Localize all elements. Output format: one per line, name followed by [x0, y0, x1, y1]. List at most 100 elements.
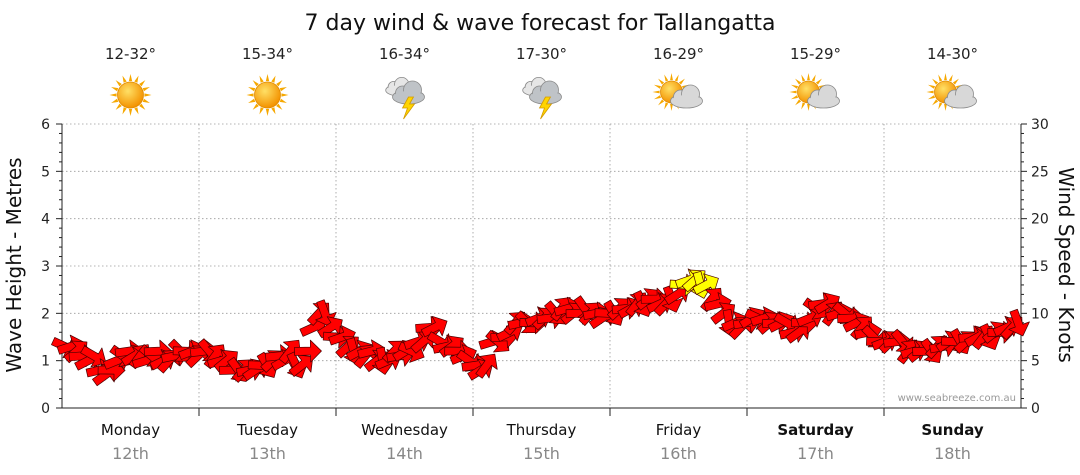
sun-ray — [115, 103, 122, 110]
sun-ray — [790, 95, 799, 100]
sun-ray — [789, 90, 797, 94]
day-date-label: 15th — [523, 444, 560, 463]
lightning-bolt — [538, 96, 553, 120]
right-tick-label: 5 — [1031, 354, 1040, 370]
sun-ray — [259, 107, 264, 115]
left-tick-label: 0 — [41, 401, 50, 417]
right-tick-label: 25 — [1031, 164, 1049, 180]
sun-ray — [144, 93, 152, 97]
sun-ray — [271, 107, 276, 115]
sun-ray — [795, 78, 802, 85]
sun-ray — [271, 75, 276, 83]
sun-ray — [801, 102, 806, 110]
day-forecast-thursday: 17-30° — [516, 45, 567, 120]
right-tick-label: 30 — [1031, 117, 1049, 133]
sun-ray — [932, 99, 939, 106]
day-date-label: 18th — [934, 444, 971, 463]
sun-ray — [139, 103, 146, 110]
sun-ray — [134, 107, 139, 115]
sun-ray — [664, 102, 669, 110]
sun-ray — [807, 103, 810, 111]
wind-arrow — [80, 345, 107, 368]
left-tick-label: 6 — [41, 117, 50, 133]
sun-ray — [265, 108, 270, 116]
sun-ray — [122, 75, 127, 83]
sun-ray — [134, 75, 139, 83]
temperature-range: 16-29° — [653, 45, 704, 63]
day-forecast-friday: 16-29° — [652, 45, 704, 111]
day-forecast-wednesday: 16-34° — [379, 45, 430, 120]
storm-icon — [522, 77, 562, 120]
sun-ray — [674, 74, 679, 82]
sun-ray — [248, 98, 256, 104]
sun-ray — [142, 98, 150, 104]
day-name-label: Thursday — [506, 421, 577, 439]
sun-disc — [254, 81, 281, 109]
left-tick-label: 2 — [41, 306, 50, 322]
sun-ray — [932, 78, 939, 85]
sun-ray — [790, 84, 799, 89]
right-tick-label: 20 — [1031, 212, 1049, 228]
day-date-label: 13th — [249, 444, 286, 463]
day-forecast-sunday: 14-30° — [926, 45, 978, 111]
sun-ray — [252, 103, 259, 110]
sun-ray — [815, 78, 822, 85]
sun-ray — [128, 74, 133, 82]
cloud-fill — [671, 95, 702, 107]
sun-ray — [111, 98, 119, 104]
sun-ray — [246, 93, 254, 97]
sun-ray — [652, 90, 660, 94]
temperature-range: 15-34° — [242, 45, 293, 63]
temperature-range: 15-29° — [790, 45, 841, 63]
right-tick-label: 15 — [1031, 259, 1049, 275]
sun-ray — [279, 86, 287, 92]
sun-ray — [948, 74, 953, 82]
sun-ray — [142, 86, 150, 92]
chart-title: 7 day wind & wave forecast for Tallangat… — [305, 11, 776, 36]
sun-ray — [276, 80, 283, 87]
sun-ray — [259, 75, 264, 83]
day-forecast-saturday: 15-29° — [789, 45, 841, 111]
sun-ray — [952, 78, 959, 85]
x-axis-day-labels: Monday 12th Tuesday 13th Wednesday 14th Thursd… — [101, 421, 984, 463]
partly-cloudy-icon — [652, 73, 703, 111]
sun-ray — [678, 78, 685, 85]
sun-ray — [938, 74, 943, 82]
temperature-range: 12-32° — [105, 45, 156, 63]
right-tick-label: 10 — [1031, 306, 1049, 322]
left-tick-label: 1 — [41, 354, 50, 370]
sun-ray — [938, 102, 943, 110]
cloud-shape — [670, 84, 703, 109]
left-axis-title: Wave Height - Metres — [2, 157, 26, 372]
day-forecast-tuesday: 15-34° — [242, 45, 293, 116]
sun-ray — [927, 84, 936, 89]
sun-ray — [811, 74, 816, 82]
watermark: www.seabreeze.com.au — [898, 393, 1016, 404]
sun-ray — [115, 80, 122, 87]
right-axis-title: Wind Speed - Knots — [1054, 167, 1078, 363]
day-name-label: Sunday — [921, 421, 984, 439]
sun-ray — [927, 95, 936, 100]
wind-arrow — [288, 354, 314, 377]
wind-arrow — [420, 315, 448, 338]
left-tick-label: 5 — [41, 164, 50, 180]
sun-ray — [252, 80, 259, 87]
sun-ray — [801, 74, 806, 82]
wind-arrow — [475, 353, 498, 379]
left-axis-ticks: 0 1 2 3 4 5 6 — [41, 117, 62, 417]
sunny-icon — [109, 74, 152, 116]
sun-disc — [117, 81, 144, 109]
left-tick-label: 4 — [41, 212, 50, 228]
wind-arrows — [51, 268, 1030, 387]
sun-ray — [670, 73, 673, 81]
sun-ray — [658, 99, 665, 106]
sun-ray — [944, 103, 947, 111]
sun-ray — [658, 78, 665, 85]
cloud-shape — [944, 84, 977, 109]
day-name-label: Monday — [101, 421, 160, 439]
day-forecast-monday: 12-32° — [105, 45, 156, 116]
wind-arrow — [294, 339, 322, 363]
sun-ray — [670, 103, 673, 111]
temperature-range: 17-30° — [516, 45, 567, 63]
